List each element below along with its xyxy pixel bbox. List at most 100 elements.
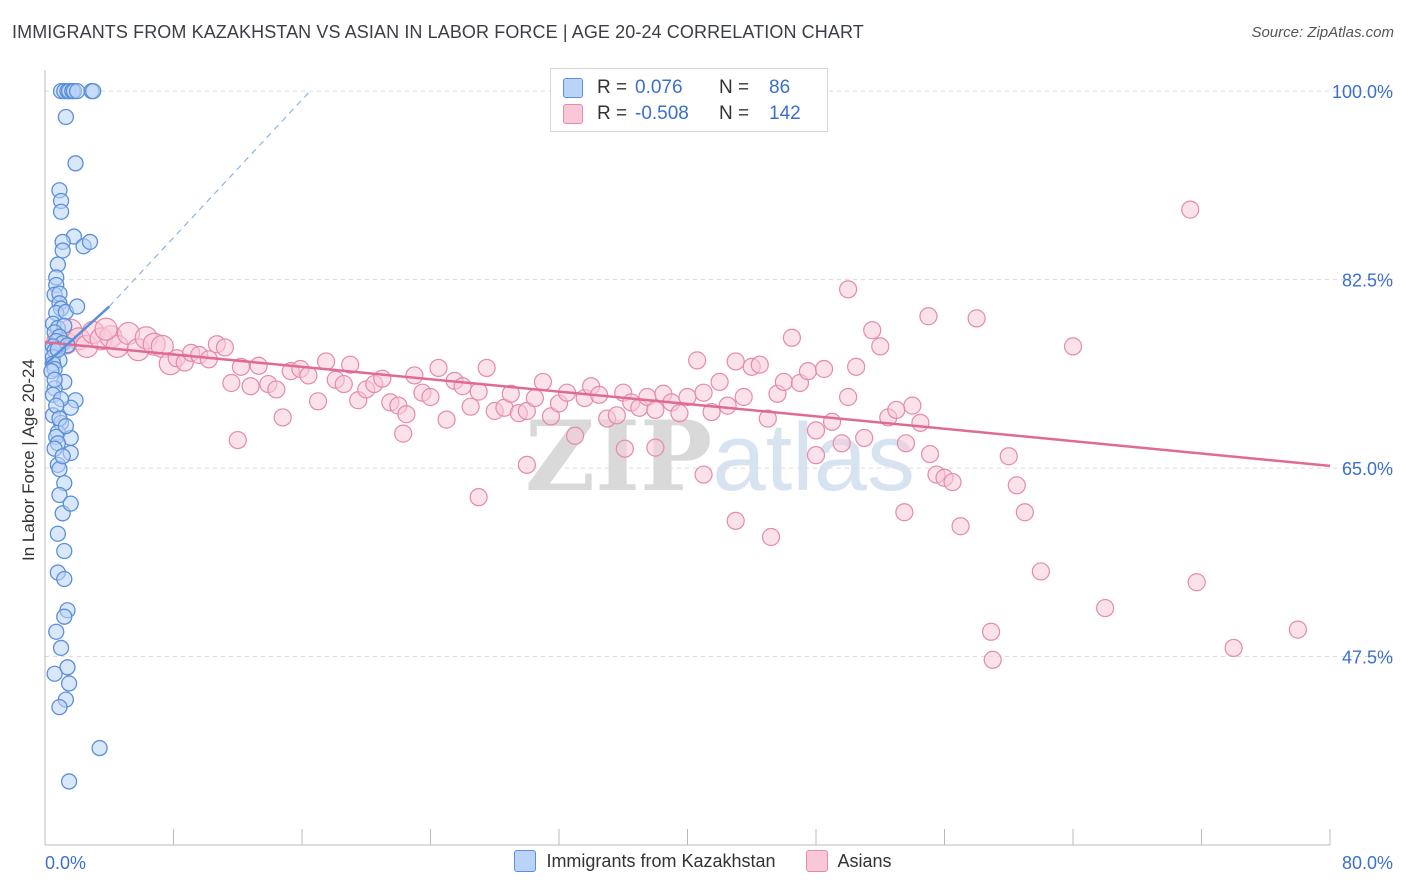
asian-point xyxy=(822,412,842,431)
n-label: N = xyxy=(719,103,750,124)
kazakhstan-point xyxy=(46,665,63,682)
asian-point xyxy=(517,455,536,474)
kazakhstan-point xyxy=(51,699,68,716)
asian-point xyxy=(887,400,906,420)
n-label: N = xyxy=(719,77,750,98)
asian-point xyxy=(222,373,241,393)
kazakhstan-trend-line xyxy=(44,305,111,366)
asian-point xyxy=(855,428,874,448)
kazakhstan-point xyxy=(52,639,70,657)
asian-point xyxy=(607,406,626,425)
asian-point xyxy=(373,369,392,388)
asian-point xyxy=(228,430,247,450)
asian-point xyxy=(761,527,781,547)
asian-point xyxy=(461,397,480,416)
kazakhstan-point xyxy=(60,773,78,790)
asian-point xyxy=(774,372,793,392)
asian-point xyxy=(782,328,802,347)
asian-point xyxy=(983,650,1002,669)
kazakhstan-point xyxy=(52,203,70,220)
asian-point xyxy=(541,407,561,426)
asian-point xyxy=(1224,638,1243,658)
kazakhstan-point xyxy=(49,525,66,542)
asian-point xyxy=(694,383,713,402)
asian-point xyxy=(670,404,689,423)
asian-point xyxy=(920,444,940,464)
asian-point xyxy=(615,439,634,458)
asian-point xyxy=(903,396,922,415)
asian-point xyxy=(1015,503,1034,522)
chart-title: IMMIGRANTS FROM KAZAKHSTAN VS ASIAN IN L… xyxy=(12,22,864,42)
blue-swatch-icon xyxy=(563,78,583,98)
kazakhstan-point xyxy=(57,108,75,126)
asian-point xyxy=(215,338,234,357)
asian-point xyxy=(999,447,1018,466)
kazakhstan-point xyxy=(54,242,71,259)
asian-point xyxy=(814,359,834,379)
kazakhstan-point xyxy=(56,608,73,625)
asian-point xyxy=(688,351,707,370)
kazakhstan-point xyxy=(91,739,108,757)
asian-point xyxy=(249,356,268,375)
kazakhstan-point xyxy=(54,448,71,465)
kazakhstan-point xyxy=(51,486,68,504)
asian-point xyxy=(341,355,360,374)
asian-point xyxy=(896,434,916,453)
kazakhstan-point xyxy=(67,155,84,172)
source-label: Source: ZipAtlas.com xyxy=(1251,24,1394,41)
asian-point xyxy=(839,280,858,299)
legend-item-kazakhstan[interactable]: Immigrants from Kazakhstan xyxy=(514,850,776,872)
asian-point xyxy=(469,488,488,507)
asian-point xyxy=(517,401,536,421)
legend-item-asians[interactable]: Asians xyxy=(805,850,892,872)
y-axis-label: In Labor Force | Age 20-24 xyxy=(19,359,38,561)
asian-point xyxy=(895,503,914,522)
r-label: R = xyxy=(597,103,628,124)
kazakhstan-trend-extension xyxy=(108,90,311,307)
asian-point xyxy=(453,377,472,396)
asian-point xyxy=(1031,562,1050,581)
r-label: R = xyxy=(597,77,628,98)
asian-point xyxy=(1288,620,1307,639)
asian-point xyxy=(1096,598,1115,618)
y-tick-label: 65.0% xyxy=(1342,459,1393,479)
asian-point xyxy=(565,426,585,445)
asian-point xyxy=(267,380,286,399)
asian-point xyxy=(533,372,553,392)
kazakhstan-point xyxy=(59,659,76,676)
asian-point xyxy=(421,387,440,407)
asian-point xyxy=(758,409,777,428)
asian-point xyxy=(718,396,737,415)
watermark-text: ZIPatlas xyxy=(525,400,915,513)
asian-point xyxy=(981,622,1001,641)
asian-point xyxy=(334,374,353,394)
asian-point xyxy=(734,387,753,407)
asian-point xyxy=(951,517,970,536)
y-tick-label: 100.0% xyxy=(1332,82,1393,102)
asian-point xyxy=(94,317,118,341)
asian-point xyxy=(694,465,713,484)
legend-label: Asians xyxy=(837,850,892,871)
asian-point xyxy=(1181,200,1200,219)
asian-point xyxy=(806,421,826,440)
stats-box: R = 0.076 N = 86 R = -0.508 N = 142 xyxy=(550,68,828,132)
kazakhstan-point xyxy=(57,417,75,435)
legend-label: Immigrants from Kazakhstan xyxy=(546,850,776,871)
asian-point xyxy=(394,424,413,443)
pink-swatch-icon xyxy=(563,104,583,124)
asian-point xyxy=(1007,476,1026,495)
asian-point xyxy=(1063,337,1083,356)
y-tick-label: 47.5% xyxy=(1342,648,1393,668)
asian-point xyxy=(437,410,456,429)
asian-point xyxy=(308,392,328,411)
asian-point xyxy=(967,309,986,328)
kazakhstan-point xyxy=(68,298,86,315)
legend: Immigrants from Kazakhstan Asians xyxy=(0,850,1406,872)
stats-row-asians: R = -0.508 N = 142 xyxy=(563,103,801,125)
asian-point xyxy=(405,366,424,385)
kazakhstan-point xyxy=(48,623,65,640)
pink-swatch-icon xyxy=(805,850,828,872)
asian-point xyxy=(726,511,745,530)
asian-point xyxy=(911,413,930,432)
